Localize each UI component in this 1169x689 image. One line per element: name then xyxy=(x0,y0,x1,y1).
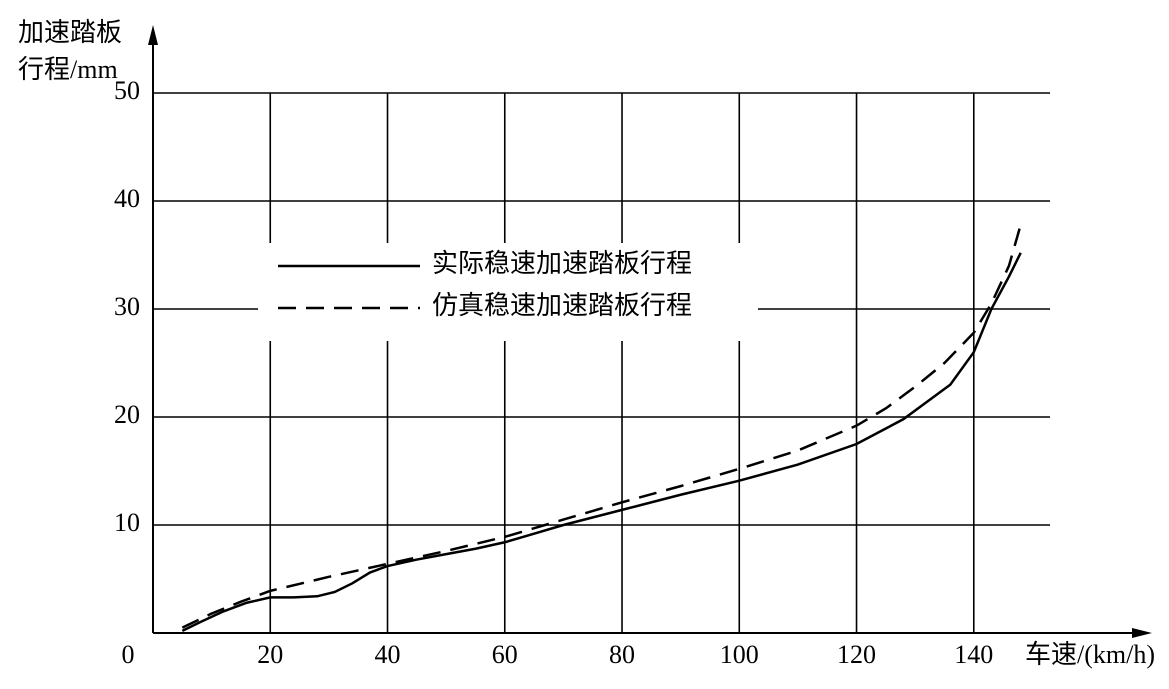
y-tick-label: 40 xyxy=(114,184,140,213)
legend-background xyxy=(258,243,758,341)
y-axis-title: 加速踏板 xyxy=(18,18,122,47)
y-tick-label: 50 xyxy=(114,76,140,105)
data-line xyxy=(181,224,1022,629)
x-tick-label: 140 xyxy=(954,640,993,669)
y-axis-title: 行程/mm xyxy=(18,55,118,84)
legend-label: 实际稳速加速踏板行程 xyxy=(432,249,692,278)
x-tick-label: 80 xyxy=(609,640,635,669)
y-tick-label: 10 xyxy=(114,508,140,537)
x-axis-arrow xyxy=(1132,628,1152,638)
x-tick-label: 20 xyxy=(257,640,283,669)
x-tick-label: 100 xyxy=(720,640,759,669)
data-line xyxy=(181,252,1022,632)
legend-label: 仿真稳速加速踏板行程 xyxy=(432,291,692,320)
x-axis-title: 车速/(km/h) xyxy=(1025,640,1155,669)
y-tick-label: 30 xyxy=(114,292,140,321)
y-axis-arrow xyxy=(148,25,158,45)
x-tick-label: 0 xyxy=(122,640,135,669)
x-tick-label: 60 xyxy=(492,640,518,669)
y-tick-label: 20 xyxy=(114,400,140,429)
x-tick-label: 40 xyxy=(375,640,401,669)
x-tick-label: 120 xyxy=(837,640,876,669)
